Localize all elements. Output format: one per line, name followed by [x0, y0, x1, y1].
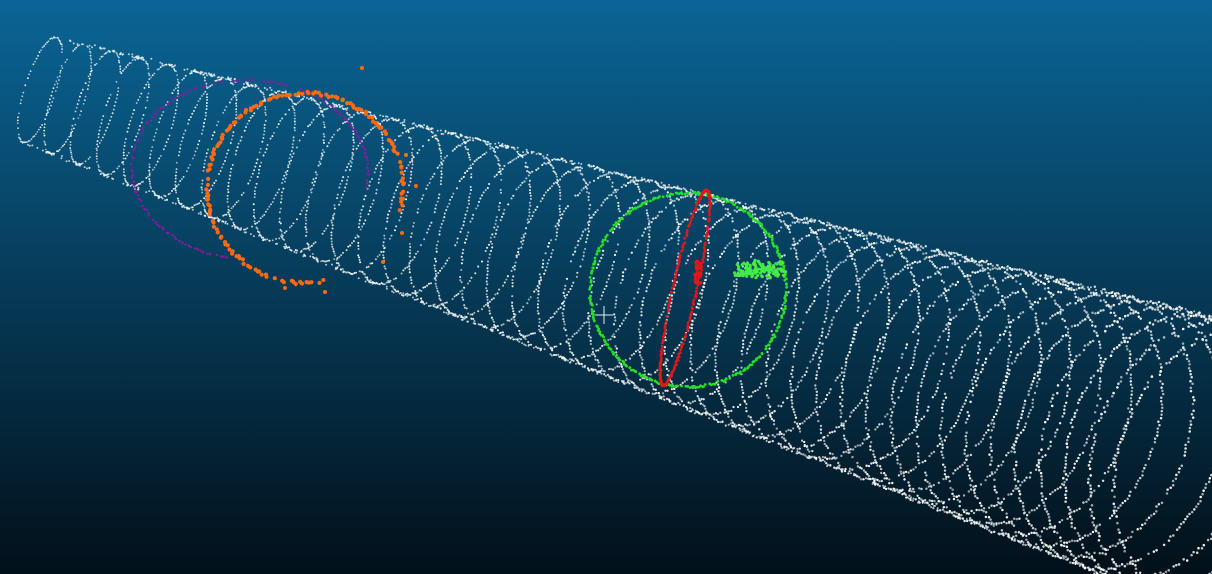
green-ring-point-cloud: [588, 191, 789, 390]
purple-ring-point-cloud: [130, 78, 370, 259]
tunnel-point-cloud: [16, 36, 1212, 574]
crosshair-icon: [595, 306, 613, 324]
green-cluster-point-cloud: [733, 258, 788, 280]
orange-ring-point-cloud: [204, 66, 418, 294]
red-ring-point-cloud: [658, 188, 712, 388]
